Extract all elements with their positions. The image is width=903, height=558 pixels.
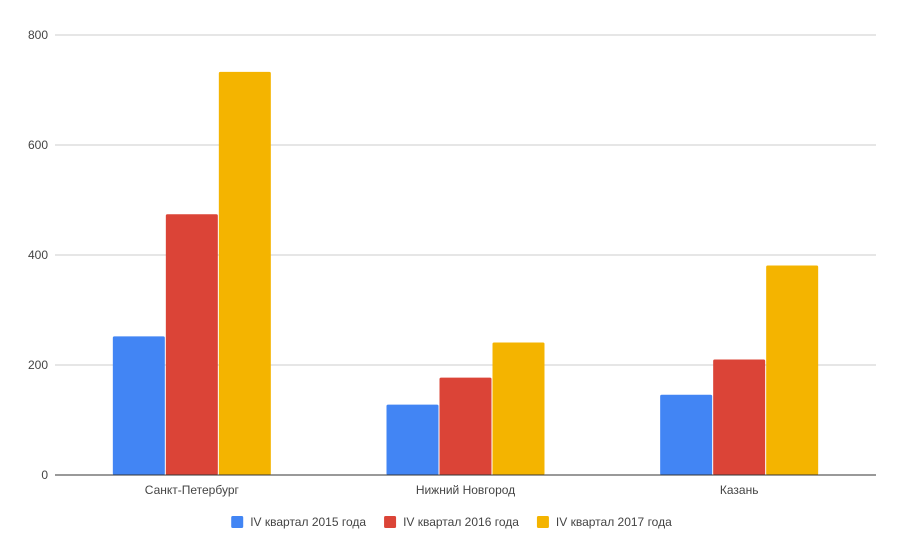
- legend-swatch: [536, 516, 549, 528]
- bar: [439, 377, 492, 475]
- y-tick-label: 200: [28, 358, 48, 372]
- legend: IV квартал 2015 года IV квартал 2016 года…: [231, 515, 672, 529]
- bar: [713, 359, 766, 475]
- bar: [165, 214, 218, 476]
- bar: [492, 342, 545, 475]
- x-tick-label: Казань: [720, 483, 759, 497]
- legend-label: IV квартал 2017 года: [556, 515, 672, 529]
- x-axis-ticks: Санкт-Петербург Нижний Новгород Казань: [145, 483, 759, 497]
- legend-label: IV квартал 2015 года: [250, 515, 366, 529]
- x-tick-label: Санкт-Петербург: [145, 483, 240, 497]
- bar: [660, 394, 713, 475]
- bar: [766, 265, 819, 475]
- bar: [218, 71, 271, 475]
- legend-swatch: [384, 516, 397, 528]
- bars: [112, 71, 819, 476]
- y-tick-label: 800: [28, 28, 48, 42]
- bar: [386, 404, 439, 475]
- legend-item: IV квартал 2017 года: [536, 515, 672, 529]
- y-axis-ticks: 0 200 400 600 800: [28, 28, 48, 482]
- legend-label: IV квартал 2016 года: [403, 515, 519, 529]
- bar: [112, 336, 165, 475]
- legend-item: IV квартал 2015 года: [231, 515, 366, 529]
- y-tick-label: 600: [28, 138, 48, 152]
- y-tick-label: 400: [28, 248, 48, 262]
- x-tick-label: Нижний Новгород: [416, 483, 515, 497]
- y-tick-label: 0: [41, 468, 48, 482]
- legend-item: IV квартал 2016 года: [384, 515, 519, 529]
- legend-swatch: [231, 516, 244, 528]
